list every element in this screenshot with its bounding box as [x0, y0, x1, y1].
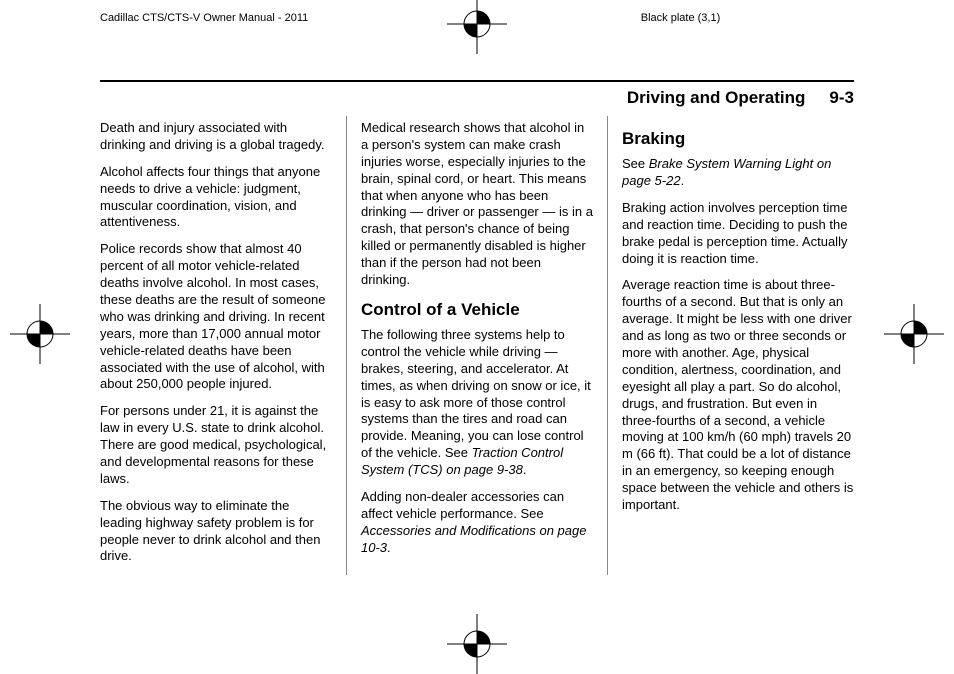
body-text: For persons under 21, it is against the … [100, 403, 332, 487]
manual-title: Cadillac CTS/CTS-V Owner Manual - 2011 [100, 12, 447, 24]
body-text: The following three systems help to cont… [361, 327, 593, 479]
cross-reference: Accessories and Modifications on page 10… [361, 523, 586, 555]
page-frame: Driving and Operating 9-3 Death and inju… [100, 80, 854, 575]
body-text: Average reaction time is about three-fou… [622, 277, 854, 513]
section-title: Driving and Operating [627, 88, 806, 108]
body-text: Alcohol affects four things that anyone … [100, 164, 332, 232]
body-text: Braking action involves perception time … [622, 200, 854, 268]
body-text: See Brake System Warning Light on page 5… [622, 156, 854, 190]
body-text: Police records show that almost 40 perce… [100, 241, 332, 393]
registration-mark-bottom [447, 614, 507, 674]
body-text: Death and injury associated with drinkin… [100, 120, 332, 154]
body-text: The obvious way to eliminate the leading… [100, 498, 332, 566]
column-2: Medical research shows that alcohol in a… [346, 116, 608, 575]
column-1: Death and injury associated with drinkin… [100, 116, 346, 575]
cross-reference: Brake System Warning Light on page 5-22 [622, 156, 831, 188]
heading-braking: Braking [622, 128, 854, 150]
registration-mark-right [884, 304, 944, 364]
registration-mark-top [447, 0, 507, 54]
heading-control: Control of a Vehicle [361, 299, 593, 321]
registration-mark-left [10, 304, 70, 364]
print-header: Cadillac CTS/CTS-V Owner Manual - 2011 B… [0, 12, 954, 24]
page-number: 9-3 [829, 88, 854, 108]
body-text: Medical research shows that alcohol in a… [361, 120, 593, 289]
body-text: Adding non-dealer accessories can affect… [361, 489, 593, 557]
column-3: Braking See Brake System Warning Light o… [608, 116, 854, 575]
content-columns: Death and injury associated with drinkin… [100, 116, 854, 575]
plate-info: Black plate (3,1) [447, 12, 854, 24]
